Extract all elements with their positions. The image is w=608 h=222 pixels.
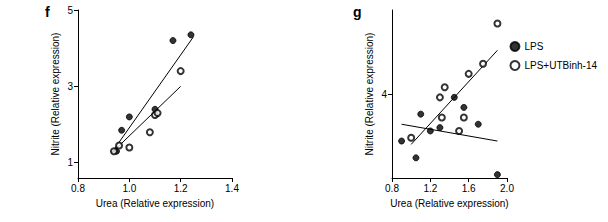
svg-text:1.4: 1.4 (225, 183, 239, 194)
svg-text:0.8: 0.8 (71, 183, 85, 194)
svg-text:Urea (Relative expression): Urea (Relative expression) (390, 198, 508, 209)
svg-text:f: f (45, 4, 50, 20)
svg-text:1.6: 1.6 (462, 183, 476, 194)
svg-text:2.0: 2.0 (500, 183, 514, 194)
svg-text:1.0: 1.0 (122, 183, 136, 194)
svg-text:Urea (Relative expression): Urea (Relative expression) (96, 198, 214, 209)
svg-text:Nitrite (Relative expression): Nitrite (Relative expression) (50, 33, 61, 156)
svg-text:1.2: 1.2 (423, 183, 437, 194)
svg-text:3: 3 (67, 81, 73, 92)
svg-text:LPS: LPS (524, 41, 543, 52)
svg-text:4: 4 (381, 89, 387, 100)
svg-text:1: 1 (67, 157, 73, 168)
svg-text:Nitrite (Relative expression): Nitrite (Relative expression) (364, 33, 375, 156)
svg-text:g: g (353, 4, 362, 20)
svg-text:LPS+UTBinh-14: LPS+UTBinh-14 (524, 60, 597, 71)
svg-text:1.2: 1.2 (174, 183, 188, 194)
svg-text:5: 5 (67, 5, 73, 16)
svg-text:0.8: 0.8 (385, 183, 399, 194)
